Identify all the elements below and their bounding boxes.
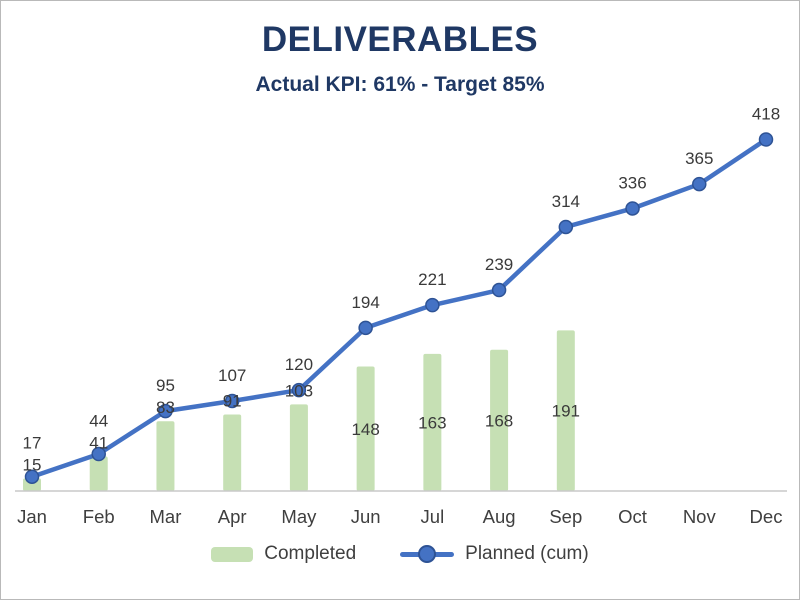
bar-completed[interactable]: [356, 366, 375, 491]
planned-point[interactable]: [625, 201, 640, 216]
x-axis-label: Mar: [150, 506, 182, 527]
planned-label: 239: [485, 255, 513, 274]
completed-label: 41: [89, 434, 108, 453]
planned-point[interactable]: [692, 176, 707, 192]
planned-point[interactable]: [291, 382, 307, 398]
chart-title: DELIVERABLES: [261, 20, 539, 59]
x-axis-label: Dec: [750, 506, 783, 527]
chart-legend: Completed Planned (cum): [1, 543, 799, 565]
chart-subtitle: Actual KPI: 61% - Target 85%: [255, 72, 545, 96]
bar-completed[interactable]: [490, 349, 509, 491]
planned-label: 107: [218, 366, 246, 385]
planned-point[interactable]: [224, 393, 240, 409]
x-axis-label: Jan: [17, 506, 47, 527]
x-axis-label: May: [281, 506, 317, 527]
x-axis-label: Aug: [483, 506, 516, 527]
planned-point[interactable]: [158, 403, 173, 419]
planned-point[interactable]: [24, 469, 40, 484]
planned-label: 314: [552, 192, 580, 211]
planned-label: 44: [89, 412, 108, 431]
x-axis-label: Sep: [549, 506, 582, 527]
planned-line-icon: [400, 545, 455, 563]
completed-swatch-icon: [211, 546, 254, 562]
planned-point[interactable]: [558, 219, 574, 235]
legend-label-completed: Completed: [264, 543, 357, 564]
bar-completed[interactable]: [223, 414, 242, 491]
x-axis-label: Jun: [351, 506, 381, 527]
planned-marker-icon: [418, 545, 437, 563]
x-axis-label: Jul: [421, 506, 445, 527]
x-axis-label: Feb: [83, 506, 115, 527]
planned-label: 95: [156, 376, 175, 395]
completed-label: 103: [285, 381, 313, 400]
planned-label: 221: [418, 270, 446, 289]
planned-point[interactable]: [758, 132, 774, 147]
x-axis-label: Oct: [618, 506, 647, 527]
completed-label: 91: [223, 391, 242, 410]
planned-line[interactable]: [29, 137, 769, 479]
bar-completed[interactable]: [423, 353, 442, 491]
legend-item-planned[interactable]: Planned (cum): [400, 543, 589, 565]
legend-item-completed[interactable]: Completed: [211, 543, 356, 565]
bar-completed[interactable]: [289, 404, 308, 491]
bar-completed[interactable]: [156, 421, 175, 491]
x-axis-label: Nov: [683, 506, 717, 527]
bar-completed[interactable]: [89, 456, 108, 491]
planned-label: 336: [618, 173, 646, 192]
planned-label: 17: [23, 433, 42, 452]
planned-point[interactable]: [491, 282, 507, 298]
completed-label: 168: [485, 411, 513, 430]
planned-label: 194: [351, 293, 379, 312]
chart-plot-area: 15 41 83 91 103 148 163 168 191 17 44 95 107 120 194 22…: [15, 105, 787, 527]
planned-label: 120: [285, 355, 313, 374]
completed-label: 191: [552, 402, 580, 421]
completed-label: 15: [23, 455, 42, 474]
completed-label: 83: [156, 398, 175, 417]
bar-completed[interactable]: [556, 330, 575, 491]
planned-point[interactable]: [425, 297, 440, 313]
planned-label: 365: [685, 149, 713, 168]
planned-label: 418: [752, 105, 780, 124]
legend-label-planned: Planned (cum): [465, 543, 589, 564]
planned-point[interactable]: [358, 320, 373, 336]
completed-label: 163: [418, 413, 446, 432]
planned-point[interactable]: [91, 446, 106, 462]
completed-label: 148: [351, 420, 379, 439]
x-axis-label: Apr: [218, 506, 247, 527]
